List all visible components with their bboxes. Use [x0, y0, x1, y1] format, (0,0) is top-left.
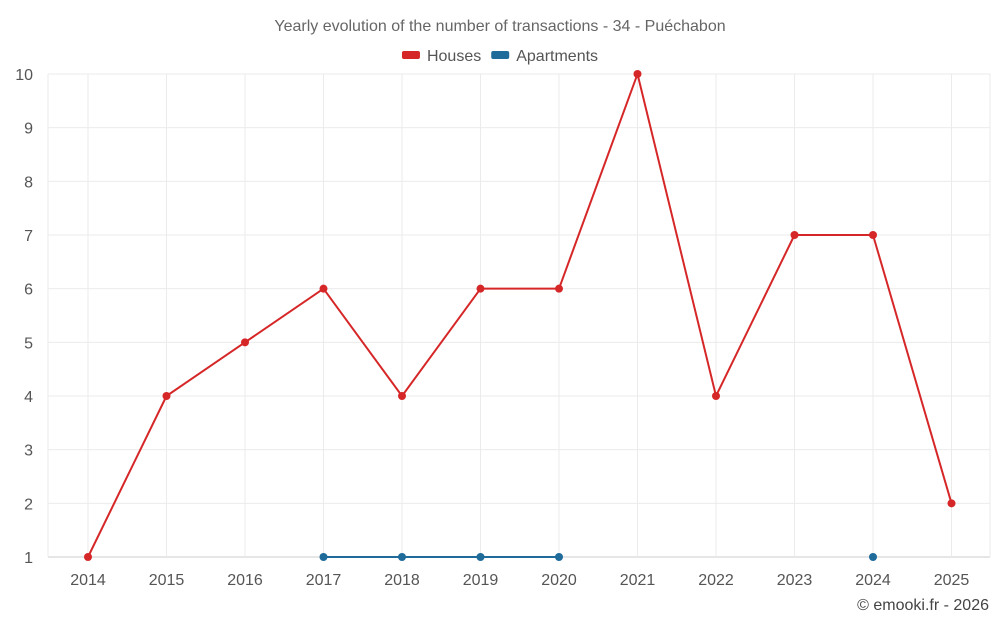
- data-point-houses: [869, 231, 877, 239]
- series-houses: [84, 70, 956, 561]
- legend-label-houses: Houses: [427, 48, 481, 65]
- data-point-houses: [162, 392, 171, 400]
- legend-item-houses: Houses: [401, 48, 481, 65]
- data-point-houses: [555, 284, 563, 293]
- data-point-apartments: [319, 553, 328, 561]
- data-point-houses: [398, 392, 406, 400]
- x-tick-label: 2015: [149, 572, 185, 589]
- x-tick-label: 2021: [620, 572, 656, 589]
- y-tick-label: 2: [24, 496, 33, 513]
- legend: Houses Apartments: [401, 48, 598, 65]
- chart-title: Yearly evolution of the number of transa…: [274, 18, 725, 35]
- credit-text: © emooki.fr - 2026: [857, 597, 989, 614]
- x-tick-label: 2020: [541, 572, 577, 589]
- data-point-apartments: [869, 553, 877, 561]
- data-point-apartments: [476, 553, 485, 561]
- data-point-houses: [241, 338, 249, 347]
- data-point-houses: [712, 392, 720, 400]
- data-point-houses: [84, 553, 92, 561]
- series-apartments: [319, 553, 877, 561]
- y-tick-label: 5: [24, 335, 33, 352]
- legend-label-apartments: Apartments: [516, 48, 598, 65]
- y-tick-label: 10: [15, 67, 33, 84]
- x-tick-label: 2019: [463, 572, 499, 589]
- x-tick-label: 2025: [934, 572, 970, 589]
- x-tick-label: 2014: [70, 572, 106, 589]
- x-tick-label: 2018: [384, 572, 420, 589]
- x-tick-label: 2017: [306, 572, 342, 589]
- x-tick-label: 2022: [698, 572, 734, 589]
- y-tick-label: 1: [24, 550, 33, 567]
- y-tick-label: 6: [24, 282, 33, 299]
- data-point-houses: [319, 284, 328, 293]
- y-tick-label: 3: [24, 443, 33, 460]
- y-tick-label: 9: [24, 121, 33, 138]
- data-point-apartments: [398, 553, 406, 561]
- x-tick-label: 2023: [777, 572, 813, 589]
- legend-item-apartments: Apartments: [491, 48, 598, 65]
- series-line-houses: [87, 73, 953, 558]
- y-tick-label: 4: [24, 389, 33, 406]
- data-point-houses: [947, 499, 956, 508]
- x-tick-label: 2024: [855, 572, 891, 589]
- data-point-apartments: [555, 553, 563, 561]
- data-point-houses: [633, 70, 642, 78]
- series-layer: [84, 70, 956, 561]
- legend-swatch-houses: [401, 51, 420, 59]
- y-axis-ticks: 1 2 3 4 5 6 7 8 9 10: [15, 67, 33, 567]
- x-axis-ticks: 2014 2015 2016 2017 2018 2019 2020 2021 2022 2023…: [70, 572, 969, 589]
- legend-swatch-apartments: [491, 51, 510, 59]
- x-tick-label: 2016: [227, 572, 263, 589]
- y-tick-label: 8: [24, 174, 33, 191]
- y-tick-label: 7: [24, 228, 33, 245]
- grid: [47, 73, 991, 558]
- data-point-houses: [790, 231, 799, 239]
- data-point-houses: [476, 284, 485, 293]
